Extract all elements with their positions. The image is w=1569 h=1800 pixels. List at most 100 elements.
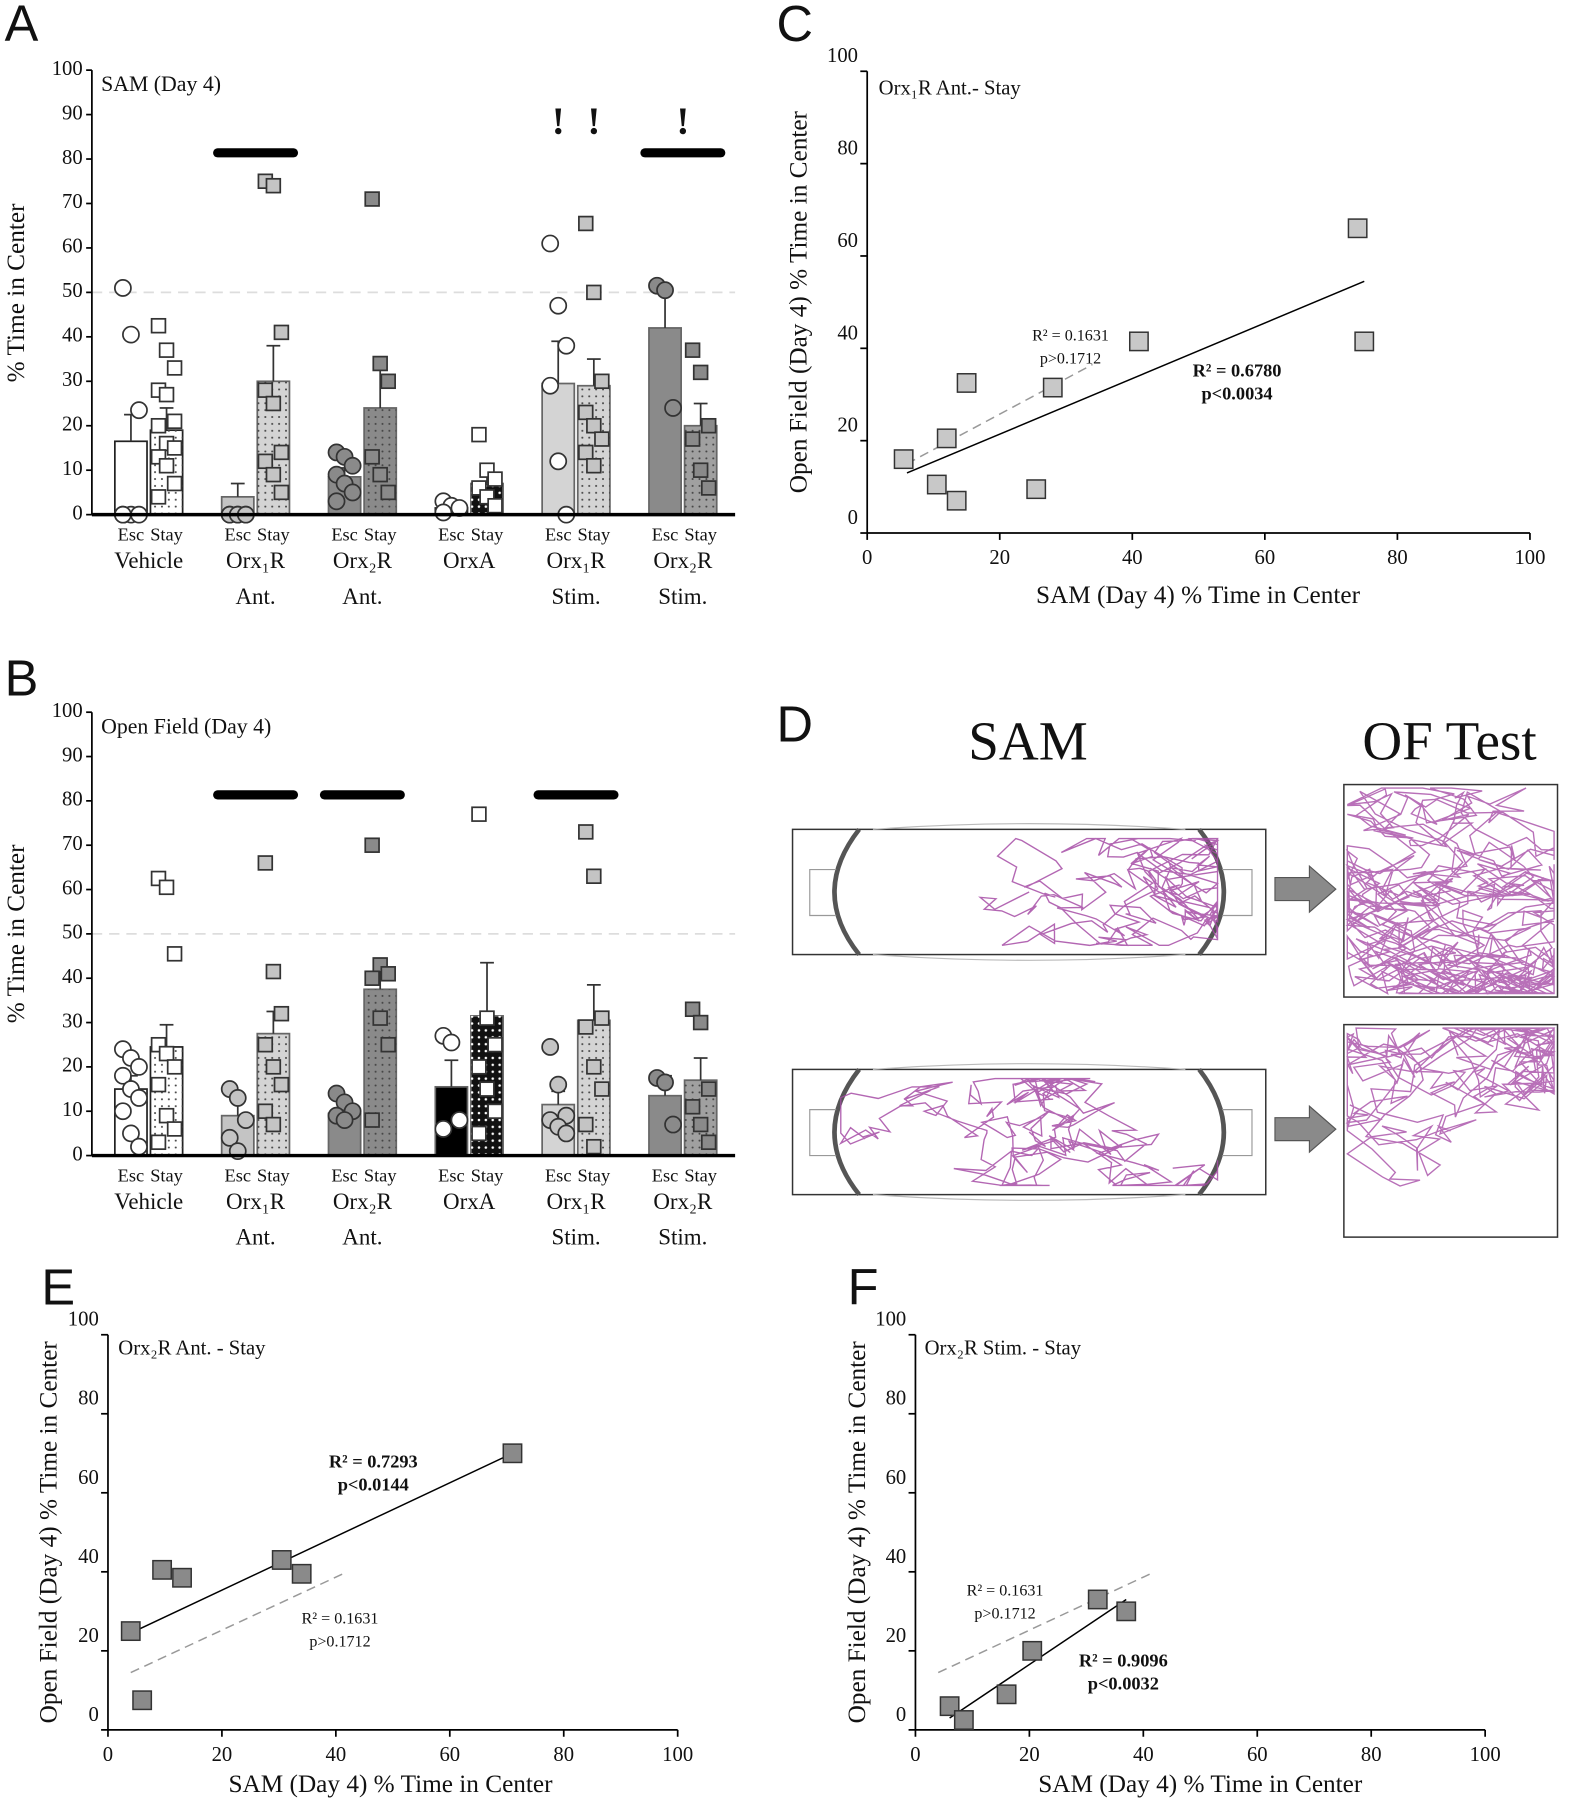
data-point	[273, 1076, 290, 1093]
data-point	[656, 281, 674, 300]
series-label: Esc	[331, 525, 358, 545]
regression-label: R² = 0.7293	[329, 1452, 418, 1472]
y-tick-label: 60	[78, 1467, 99, 1489]
series-label: Stay	[684, 1166, 717, 1186]
regression-label: R² = 0.9096	[1079, 1650, 1168, 1670]
data-point	[291, 1563, 312, 1584]
x-tick-label: 100	[1514, 547, 1545, 569]
data-point	[578, 215, 594, 232]
data-point	[166, 440, 183, 456]
category-label: Orx₂R	[333, 548, 393, 573]
trajectory	[838, 1077, 1219, 1187]
y-tick-label: 0	[88, 1704, 98, 1726]
data-point	[271, 1550, 292, 1570]
data-point	[150, 1076, 167, 1093]
data-point	[273, 484, 290, 501]
data-point	[380, 373, 396, 390]
y-tick-label: 50	[62, 922, 83, 944]
y-tick-label: 10	[62, 458, 83, 480]
data-point	[692, 364, 709, 381]
side-chamber	[809, 1109, 837, 1157]
data-point	[380, 484, 396, 501]
data-point	[541, 376, 560, 395]
data-point	[335, 1111, 354, 1129]
arena-wall	[872, 823, 1186, 961]
data-point	[926, 474, 947, 495]
panel-letter: B	[5, 650, 39, 707]
category-label: Vehicle	[114, 1189, 183, 1214]
regression-label: R² = 0.1631	[1032, 327, 1109, 344]
column-title: OF Test	[1362, 710, 1536, 771]
data-point	[1022, 1640, 1043, 1661]
series-label: Stay	[471, 1166, 504, 1186]
data-point	[578, 824, 594, 840]
y-tick-label: 70	[62, 833, 83, 855]
data-point	[130, 1137, 148, 1156]
regression-label: p<0.0034	[1201, 383, 1272, 403]
trajectory	[1345, 1027, 1556, 1187]
category-label: Orx₂R	[653, 1189, 713, 1214]
y-tick-label: 20	[886, 1625, 907, 1647]
data-point	[130, 401, 148, 420]
regression-line	[130, 1452, 513, 1634]
data-point	[586, 457, 602, 474]
series-label: Stay	[257, 1166, 290, 1186]
data-point	[502, 1443, 523, 1464]
trajectory	[978, 837, 1220, 947]
x-tick-label: 80	[1387, 547, 1408, 569]
y-tick-label: 100	[52, 700, 83, 722]
bar-pattern	[257, 1033, 290, 1156]
panel-letter: C	[776, 0, 812, 52]
y-tick-label: 80	[78, 1388, 99, 1410]
data-point	[113, 279, 132, 297]
data-point	[1347, 218, 1368, 239]
data-point	[471, 1125, 487, 1142]
data-point	[257, 453, 274, 470]
y-tick-label: 0	[72, 502, 82, 524]
data-point	[166, 946, 183, 962]
data-point	[450, 1111, 469, 1129]
chart-title: Open Field (Day 4)	[101, 714, 271, 738]
data-point	[471, 806, 487, 822]
series-label: Stay	[578, 525, 611, 545]
data-point	[150, 489, 167, 505]
x-axis-title: SAM (Day 4) % Time in Center	[1036, 581, 1361, 609]
category-label: OrxA	[443, 1189, 496, 1214]
data-point	[166, 1059, 183, 1075]
data-point	[228, 1089, 247, 1107]
data-point	[578, 404, 594, 421]
arrow	[1274, 1104, 1337, 1154]
data-point	[150, 1134, 167, 1151]
series-label: Esc	[652, 525, 679, 545]
y-tick-label: 40	[62, 325, 83, 347]
y-tick-label: 40	[837, 322, 858, 344]
y-tick-label: 0	[896, 1704, 906, 1726]
y-tick-label: 80	[62, 147, 83, 169]
data-point	[578, 444, 594, 461]
y-axis-title: % Time in Center	[2, 203, 30, 382]
data-point	[700, 1081, 717, 1097]
y-axis-title: Open Field (Day 4) % Time in Center	[34, 1341, 62, 1724]
y-tick-label: 100	[827, 45, 858, 67]
data-point	[150, 317, 167, 334]
category-label: Ant.	[235, 584, 275, 609]
data-point	[946, 490, 967, 511]
data-point	[172, 1567, 192, 1588]
data-point	[541, 234, 560, 253]
series-label: Stay	[257, 525, 290, 545]
y-tick-label: 80	[837, 138, 858, 160]
data-point	[364, 1112, 380, 1128]
chart-title: Orx₁R Ant.- Stay	[879, 77, 1022, 99]
data-point	[158, 386, 175, 403]
x-tick-label: 60	[1247, 1744, 1268, 1766]
arena-wall	[832, 827, 861, 956]
y-tick-label: 100	[875, 1309, 906, 1331]
data-point	[273, 444, 290, 461]
series-label: Esc	[545, 525, 572, 545]
data-point	[166, 1121, 183, 1137]
data-point	[364, 191, 380, 207]
data-point	[996, 1684, 1017, 1705]
data-point	[265, 963, 282, 980]
series-label: Esc	[438, 525, 465, 545]
data-point	[586, 868, 602, 884]
